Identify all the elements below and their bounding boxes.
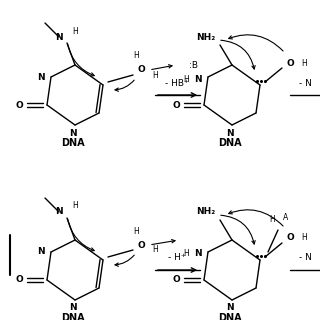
- Text: - H⁺: - H⁺: [168, 253, 186, 262]
- Text: N: N: [55, 207, 63, 217]
- Text: O: O: [172, 100, 180, 109]
- Text: N: N: [194, 75, 202, 84]
- Text: DNA: DNA: [218, 138, 242, 148]
- Text: N: N: [37, 247, 45, 257]
- Text: - N: - N: [299, 78, 311, 87]
- Text: N: N: [226, 129, 234, 138]
- Text: H: H: [133, 52, 139, 60]
- Text: H: H: [301, 234, 307, 243]
- Text: N: N: [37, 73, 45, 82]
- Text: N: N: [226, 303, 234, 313]
- Text: DNA: DNA: [218, 313, 242, 320]
- Text: H: H: [183, 250, 189, 259]
- Text: N: N: [69, 303, 77, 313]
- Text: H: H: [269, 215, 275, 225]
- Text: H: H: [133, 227, 139, 236]
- Text: :B: :B: [188, 60, 197, 69]
- Text: N: N: [55, 33, 63, 42]
- Text: H: H: [152, 70, 158, 79]
- Text: N: N: [69, 129, 77, 138]
- Text: O: O: [172, 276, 180, 284]
- Text: DNA: DNA: [61, 313, 85, 320]
- Text: NH₂: NH₂: [196, 207, 216, 217]
- Text: - HB⁺: - HB⁺: [165, 78, 189, 87]
- Text: O: O: [137, 66, 145, 75]
- Text: H: H: [301, 59, 307, 68]
- Text: H: H: [72, 27, 78, 36]
- Text: DNA: DNA: [61, 138, 85, 148]
- Text: O: O: [15, 276, 23, 284]
- Text: H: H: [72, 202, 78, 211]
- Text: O: O: [15, 100, 23, 109]
- Text: H: H: [152, 245, 158, 254]
- Text: O: O: [286, 234, 294, 243]
- Text: - N: - N: [299, 253, 311, 262]
- Text: NH₂: NH₂: [196, 33, 216, 42]
- Text: H: H: [183, 75, 189, 84]
- Text: N: N: [194, 250, 202, 259]
- Text: O: O: [286, 59, 294, 68]
- Text: A: A: [284, 213, 289, 222]
- Text: O: O: [137, 241, 145, 250]
